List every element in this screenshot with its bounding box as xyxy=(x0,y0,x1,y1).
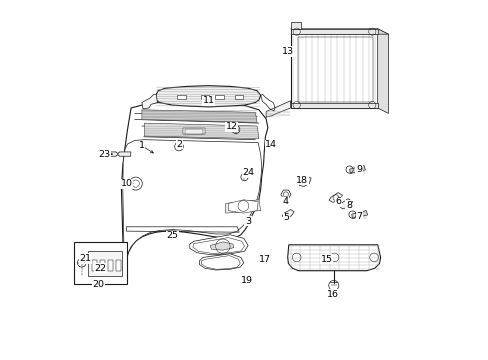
Polygon shape xyxy=(189,235,247,255)
Text: 14: 14 xyxy=(264,140,277,149)
Polygon shape xyxy=(265,101,290,117)
Polygon shape xyxy=(104,152,130,156)
Bar xyxy=(91,260,96,271)
Text: 19: 19 xyxy=(241,276,252,284)
Bar xyxy=(107,260,113,271)
Text: 17: 17 xyxy=(259,256,270,264)
Polygon shape xyxy=(199,254,244,270)
Text: 8: 8 xyxy=(345,201,351,210)
Text: 10: 10 xyxy=(121,179,133,188)
Bar xyxy=(215,95,223,99)
Polygon shape xyxy=(122,140,261,271)
Text: 15: 15 xyxy=(320,255,332,264)
Polygon shape xyxy=(299,176,310,186)
Bar xyxy=(183,128,204,134)
Bar xyxy=(88,251,122,276)
Polygon shape xyxy=(290,22,301,29)
Polygon shape xyxy=(142,110,257,122)
Polygon shape xyxy=(121,101,267,274)
Polygon shape xyxy=(287,245,380,271)
Text: 5: 5 xyxy=(283,213,289,222)
Bar xyxy=(185,129,203,134)
Text: 7: 7 xyxy=(356,212,362,220)
Polygon shape xyxy=(228,200,258,213)
Text: 25: 25 xyxy=(166,231,178,240)
Bar xyxy=(177,95,185,99)
Bar xyxy=(100,260,104,271)
Bar xyxy=(115,260,121,271)
Polygon shape xyxy=(290,29,377,108)
Text: 6: 6 xyxy=(334,197,341,206)
Polygon shape xyxy=(282,210,294,218)
Text: 3: 3 xyxy=(244,217,251,226)
Text: 21: 21 xyxy=(79,254,91,263)
Bar xyxy=(200,95,209,99)
Bar xyxy=(73,242,126,284)
Bar xyxy=(234,95,243,99)
Text: 4: 4 xyxy=(283,197,288,206)
Polygon shape xyxy=(280,190,290,199)
Polygon shape xyxy=(225,200,260,213)
Polygon shape xyxy=(377,29,387,113)
Polygon shape xyxy=(155,86,260,107)
Polygon shape xyxy=(144,123,258,139)
Polygon shape xyxy=(210,242,233,250)
Polygon shape xyxy=(338,199,352,209)
Text: 1: 1 xyxy=(139,141,144,150)
Text: 2: 2 xyxy=(176,140,183,149)
Polygon shape xyxy=(328,193,342,202)
Text: 18: 18 xyxy=(296,176,307,185)
Bar xyxy=(297,37,372,102)
Polygon shape xyxy=(290,29,387,34)
Text: 23: 23 xyxy=(98,150,110,159)
Text: 11: 11 xyxy=(202,96,214,105)
Bar xyxy=(290,103,377,108)
Text: 16: 16 xyxy=(326,289,338,299)
Text: 20: 20 xyxy=(93,280,104,289)
Polygon shape xyxy=(351,211,367,219)
Text: 22: 22 xyxy=(94,264,106,273)
Polygon shape xyxy=(349,166,365,174)
Text: 12: 12 xyxy=(225,122,238,131)
Text: 9: 9 xyxy=(355,165,361,174)
Bar xyxy=(290,29,377,34)
Text: 24: 24 xyxy=(242,168,254,177)
Polygon shape xyxy=(142,94,157,109)
Text: 13: 13 xyxy=(281,47,293,56)
